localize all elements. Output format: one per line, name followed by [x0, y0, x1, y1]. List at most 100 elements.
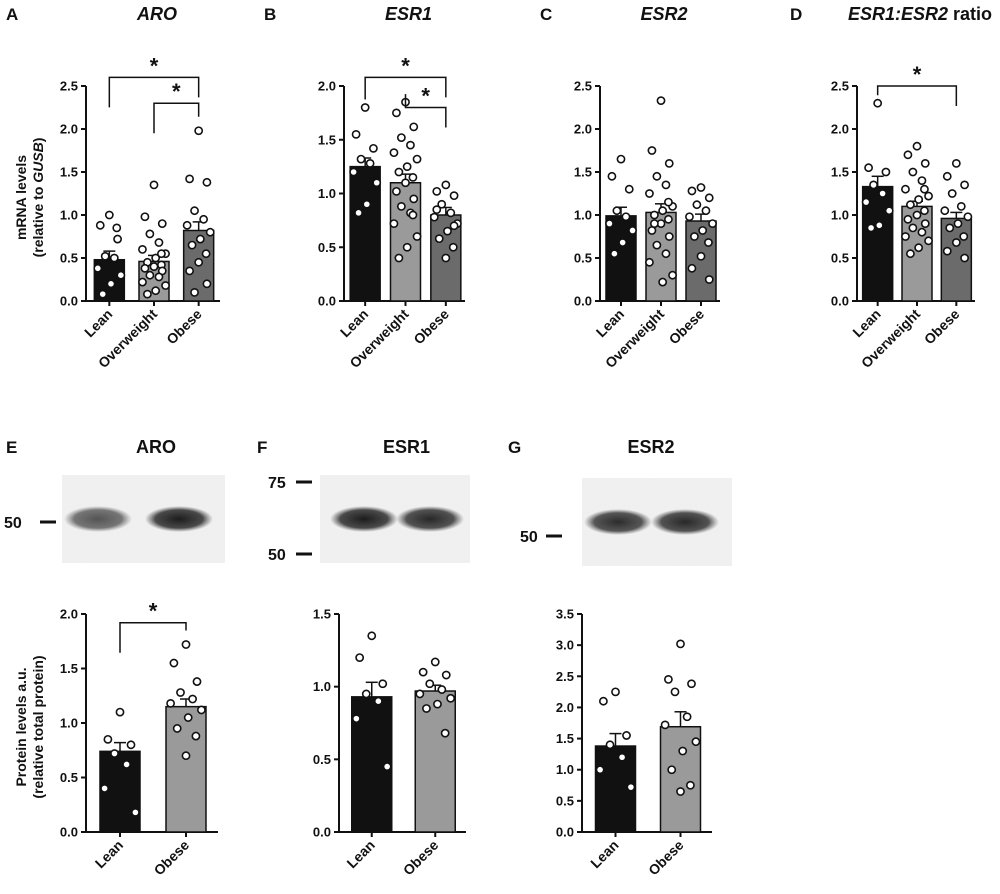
- data-point: [145, 270, 155, 280]
- data-point: [687, 263, 697, 273]
- data-point: [605, 219, 614, 228]
- data-point: [378, 679, 388, 689]
- data-point: [449, 221, 459, 231]
- text-part: GUSB: [30, 142, 46, 182]
- data-point: [103, 734, 113, 744]
- data-point: [422, 704, 431, 713]
- data-point: [912, 210, 922, 220]
- data-point: [151, 253, 161, 263]
- blot-band: [64, 506, 132, 532]
- bar: [165, 705, 207, 833]
- data-point: [382, 762, 392, 771]
- data-point: [686, 780, 695, 790]
- blot-band: [651, 509, 719, 535]
- data-point: [624, 184, 634, 194]
- data-point: [394, 167, 404, 177]
- data-point: [690, 232, 699, 241]
- data-point: [115, 707, 125, 717]
- data-point: [441, 253, 451, 263]
- data-point: [652, 171, 662, 181]
- panel-title: ESR1: [383, 437, 430, 457]
- data-point: [951, 158, 961, 168]
- data-point: [126, 740, 136, 750]
- y-tick-label: 1.5: [556, 731, 574, 746]
- data-point: [157, 249, 166, 259]
- category-label: Lean: [92, 837, 126, 871]
- data-point: [185, 266, 194, 276]
- data-point: [661, 249, 671, 259]
- significance-bracket: [876, 85, 958, 106]
- blot-band: [330, 506, 398, 532]
- data-point: [196, 705, 206, 715]
- data-point: [704, 238, 713, 247]
- data-point: [140, 212, 150, 222]
- data-point: [429, 212, 439, 222]
- category-label: Obese: [400, 837, 442, 879]
- data-point: [901, 232, 910, 241]
- y-tick-label: 1.5: [60, 165, 78, 180]
- text-part: ESR1: [385, 4, 432, 24]
- text-part: ESR2: [627, 437, 674, 457]
- data-point: [151, 286, 161, 296]
- data-point: [433, 699, 442, 709]
- western-blot: 75 50: [268, 475, 470, 564]
- category-label: Obese: [921, 306, 963, 348]
- category-label: Lean: [337, 306, 371, 340]
- data-point: [696, 183, 706, 192]
- data-point: [605, 740, 615, 750]
- category-label: Obese: [410, 306, 452, 348]
- category-label: Lean: [587, 837, 621, 871]
- data-point: [365, 158, 375, 168]
- data-point: [112, 223, 122, 233]
- data-point: [704, 193, 714, 203]
- data-point: [418, 667, 428, 677]
- data-point: [408, 210, 418, 220]
- y-tick-label: 2.5: [556, 669, 574, 684]
- data-point: [645, 189, 654, 198]
- panel-title: ESR1: [385, 4, 432, 24]
- panel-g: G ESR2 0.0 0.5 1.0 1.5 2.0 2.5 3.0 3.5 Lean Obese 50: [508, 437, 732, 878]
- data-point: [906, 200, 915, 210]
- y-tick-label: 1.0: [318, 186, 336, 201]
- data-point: [190, 287, 199, 297]
- y-tick-label: 2.0: [60, 607, 78, 622]
- data-point: [664, 232, 674, 241]
- y-tick-label: 1.5: [60, 661, 78, 676]
- data-point: [191, 731, 201, 741]
- data-point: [940, 206, 950, 216]
- data-point: [903, 214, 913, 224]
- y-tick-label: 1.0: [831, 208, 849, 223]
- blot-band: [396, 506, 464, 532]
- y-tick-label: 2.5: [60, 79, 78, 94]
- panel-letter: F: [257, 438, 267, 457]
- mw-marker-label: 50: [520, 529, 538, 546]
- data-point: [696, 251, 706, 261]
- data-point: [953, 219, 963, 228]
- data-point: [432, 186, 442, 196]
- data-point: [874, 220, 884, 230]
- data-point: [149, 262, 159, 271]
- panel-title: ARO: [136, 437, 176, 457]
- data-point: [434, 234, 444, 244]
- data-point: [612, 206, 622, 216]
- data-point: [109, 253, 119, 263]
- data-point: [687, 186, 697, 196]
- data-point: [205, 227, 215, 237]
- data-point: [437, 199, 447, 209]
- data-point: [924, 236, 933, 246]
- data-point: [449, 191, 459, 201]
- y-tick-label: 1.5: [318, 132, 336, 147]
- data-point: [201, 249, 211, 259]
- data-point: [658, 277, 668, 287]
- data-point: [645, 257, 654, 267]
- y-tick-label: 0.5: [556, 793, 574, 808]
- western-blot: 50: [520, 478, 732, 566]
- data-point: [145, 229, 155, 239]
- data-point: [110, 749, 119, 758]
- y-tick-label: 0.0: [831, 294, 849, 309]
- data-point: [664, 214, 673, 224]
- y-tick-label: 1.5: [574, 165, 592, 180]
- data-point: [878, 189, 888, 198]
- data-point: [650, 210, 659, 220]
